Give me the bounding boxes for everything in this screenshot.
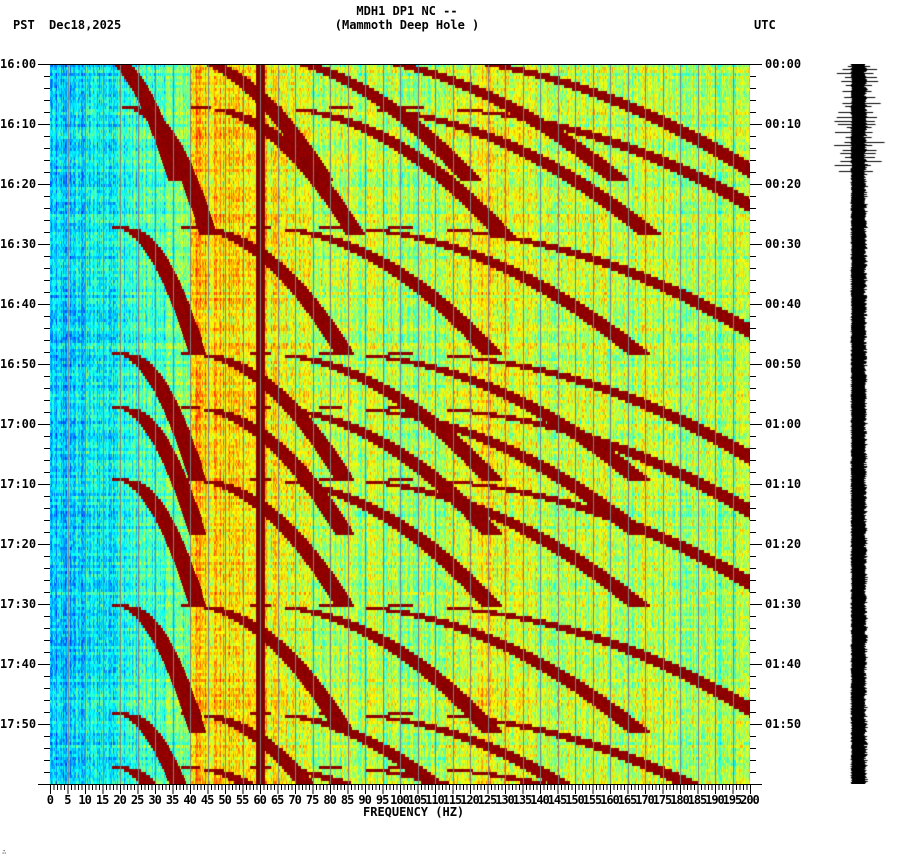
seismogram-trace — [830, 64, 890, 784]
x-tick-label: 45 — [200, 793, 214, 807]
x-tick-label: 135 — [512, 793, 533, 807]
station-location: (Mammoth Deep Hole ) — [334, 18, 480, 32]
y-tick-label-pst: 17:40 — [0, 657, 37, 671]
x-tick-label: 165 — [617, 793, 638, 807]
x-tick-label: 85 — [340, 793, 354, 807]
x-tick-label: 90 — [358, 793, 371, 807]
y-tick-label-pst: 17:20 — [0, 537, 37, 551]
x-tick-label: 5 — [64, 793, 71, 807]
x-tick-label: 115 — [442, 793, 463, 807]
x-tick-label: 0 — [46, 793, 54, 807]
y-tick-label-utc: 00:20 — [765, 177, 802, 191]
x-tick-label: 10 — [78, 793, 91, 807]
y-tick-label-utc: 01:50 — [765, 717, 802, 731]
x-tick-label: 185 — [687, 793, 708, 807]
x-tick-label: 190 — [705, 793, 725, 807]
x-tick-label: 25 — [130, 793, 144, 807]
x-tick-label: 170 — [635, 793, 655, 807]
x-tick-label: 150 — [565, 793, 585, 807]
x-tick-label: 160 — [600, 793, 620, 807]
date-label: Dec18,2025 — [49, 18, 122, 32]
y-tick-label-pst: 17:10 — [0, 477, 37, 491]
x-tick-label: 105 — [407, 793, 428, 807]
x-tick-label: 180 — [670, 793, 690, 807]
x-tick-label: 120 — [460, 793, 480, 807]
corner-mark: ∴ — [2, 848, 7, 856]
x-tick-label: 130 — [495, 793, 515, 807]
y-tick-label-pst: 16:00 — [0, 57, 37, 71]
x-tick-label: 100 — [390, 793, 410, 807]
x-tick-label: 30 — [148, 793, 161, 807]
x-tick-label: 70 — [288, 793, 301, 807]
y-tick-label-utc: 00:00 — [765, 57, 802, 71]
spectrogram-plot — [50, 64, 750, 784]
x-tick-label: 40 — [183, 793, 196, 807]
y-tick-label-pst: 17:30 — [0, 597, 37, 611]
x-tick-label: 175 — [652, 793, 673, 807]
y-tick-label-utc: 01:00 — [765, 417, 802, 431]
x-tick-label: 15 — [95, 793, 109, 807]
y-tick-label-utc: 00:40 — [765, 297, 802, 311]
x-tick-label: 75 — [305, 793, 319, 807]
y-tick-label-pst: 16:20 — [0, 177, 37, 191]
y-tick-label-pst: 16:30 — [0, 237, 37, 251]
x-tick-label: 20 — [113, 793, 126, 807]
y-tick-label-pst: 16:50 — [0, 357, 37, 371]
x-tick-label: 35 — [165, 793, 179, 807]
x-tick-label: 50 — [218, 793, 231, 807]
x-tick-label: 125 — [477, 793, 498, 807]
y-tick-label-utc: 00:30 — [765, 237, 802, 251]
y-tick-label-utc: 00:50 — [765, 357, 802, 371]
spectrogram-canvas — [50, 64, 750, 784]
y-tick-label-pst: 16:10 — [0, 117, 37, 131]
y-tick-label-utc: 00:10 — [765, 117, 802, 131]
x-tick-label: 95 — [375, 793, 389, 807]
x-tick-label: 60 — [253, 793, 266, 807]
y-tick-label-utc: 01:20 — [765, 537, 802, 551]
x-tick-label: 145 — [547, 793, 568, 807]
timezone-right-label: UTC — [754, 18, 776, 32]
x-tick-label: 65 — [270, 793, 284, 807]
x-axis-title: FREQUENCY (HZ) — [363, 805, 465, 819]
y-tick-label-utc: 01:40 — [765, 657, 802, 671]
x-tick-label: 55 — [235, 793, 249, 807]
y-tick-label-pst: 16:40 — [0, 297, 37, 311]
y-tick-label-pst: 17:50 — [0, 717, 37, 731]
y-tick-label-pst: 17:00 — [0, 417, 37, 431]
timezone-left-label: PST — [13, 18, 35, 32]
station-title: MDH1 DP1 NC -- — [356, 4, 458, 18]
x-tick-label: 140 — [530, 793, 550, 807]
x-tick-label: 195 — [722, 793, 743, 807]
y-tick-label-utc: 01:10 — [765, 477, 802, 491]
x-tick-label: 80 — [323, 793, 336, 807]
x-tick-label: 155 — [582, 793, 603, 807]
y-tick-label-utc: 01:30 — [765, 597, 802, 611]
x-tick-label: 110 — [425, 793, 445, 807]
x-tick-label: 200 — [740, 793, 760, 807]
